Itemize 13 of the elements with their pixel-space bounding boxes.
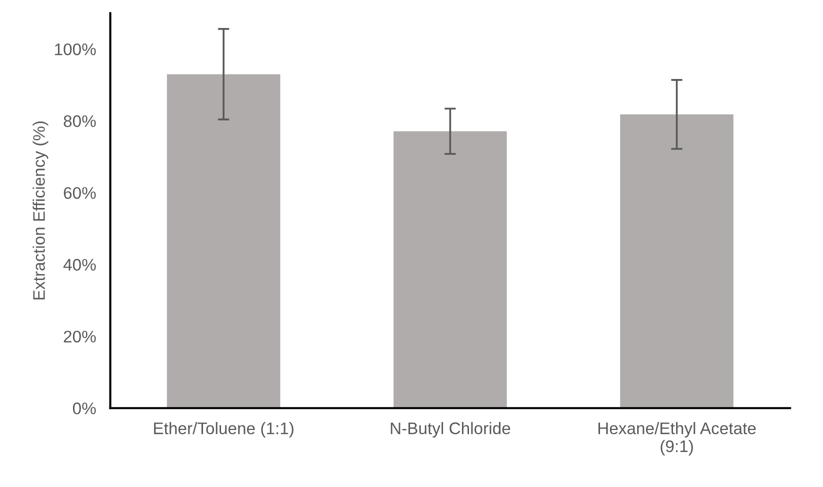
y-tick-label: 0% bbox=[72, 402, 96, 414]
y-axis-title: Extraction Efficiency (%) bbox=[32, 122, 48, 300]
bar bbox=[620, 114, 734, 408]
y-tick-label: 60% bbox=[64, 187, 96, 199]
y-tick-label: 100% bbox=[55, 43, 96, 56]
y-tick-label: 80% bbox=[64, 115, 96, 128]
y-tick-label: 40% bbox=[63, 258, 96, 271]
x-tick-label: N-Butyl Chloride bbox=[390, 422, 510, 438]
bar bbox=[166, 74, 280, 408]
y-tick-label: 20% bbox=[64, 330, 96, 342]
x-tick-label: Hexane/Ethyl Acetate (9:1) bbox=[598, 422, 756, 456]
bar bbox=[394, 131, 507, 408]
x-tick-label: Ether/Toluene (1:1) bbox=[154, 422, 294, 438]
